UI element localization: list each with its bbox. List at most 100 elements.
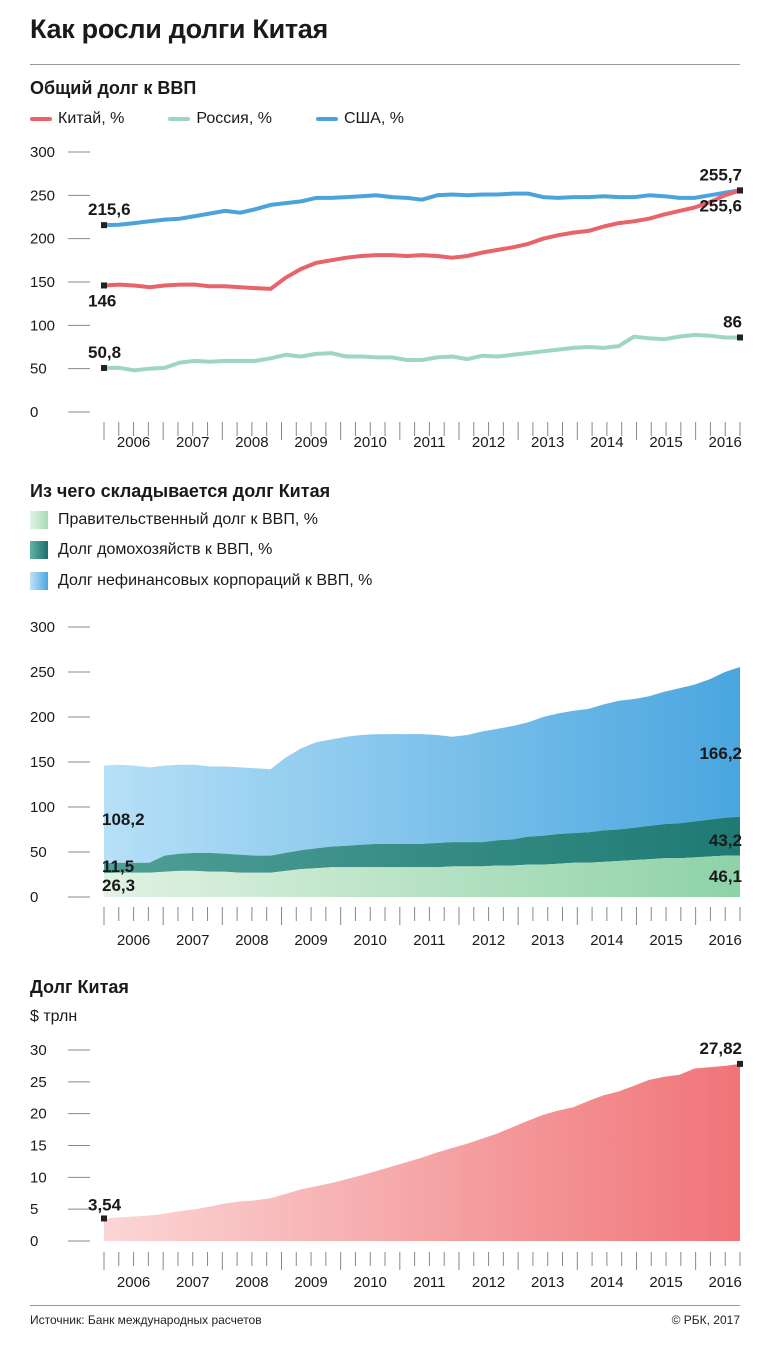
x-tick-label: 2007 [176,1274,209,1291]
y-tick-label: 150 [30,274,55,291]
legend-label-russia: Россия, % [196,110,272,127]
data-label: 108,2 [102,810,145,829]
legend-label-government: Правительственный долг к ВВП, % [58,511,318,528]
y-tick-label: 200 [30,231,55,248]
y-tick-label: 0 [30,404,38,421]
series-line [102,188,742,291]
y-tick-label: 300 [30,619,55,636]
x-tick-label: 2008 [235,1274,268,1291]
y-tick-label: 0 [30,1233,38,1250]
y-tick-label: 10 [30,1169,47,1186]
x-tick-label: 2011 [413,932,445,949]
title-divider [30,64,740,65]
data-label: 26,3 [102,876,135,895]
x-tick-label: 2011 [413,434,445,451]
x-tick-label: 2015 [649,434,682,451]
y-tick-label: 250 [30,664,55,681]
legend-line-russia [168,117,191,121]
legend-label-corporations: Долг нефинансовых корпораций к ВВП, % [58,572,373,589]
legend-swatch-government [30,511,48,529]
x-tick-label: 2015 [649,932,682,949]
legend-label-households: Долг домохозяйств к ВВП, % [58,541,273,558]
x-tick-label: 2012 [472,1274,505,1291]
data-point-marker [101,364,107,371]
x-tick-label: 2008 [235,932,268,949]
y-tick-label: 250 [30,187,55,204]
y-tick-label: 30 [30,1042,47,1059]
y-tick-label: 200 [30,709,55,726]
x-tick-label: 2016 [709,434,742,451]
area-layer [104,667,740,863]
y-tick-label: 20 [30,1106,47,1123]
legend-swatch-households [30,541,48,559]
legend-item-china: Китай, % [30,110,124,128]
y-tick-label: 15 [30,1138,47,1155]
chart2-legend-households: Долг домохозяйств к ВВП, % [30,541,272,559]
x-tick-label: 2013 [531,434,564,451]
x-tick-label: 2010 [354,932,387,949]
y-tick-label: 150 [30,754,55,771]
x-tick-label: 2009 [294,434,327,451]
data-label: 215,6 [88,200,131,219]
data-label: 11,5 [102,857,134,876]
area-layer [104,816,740,874]
data-label: 255,6 [699,196,742,215]
data-label: 27,82 [699,1039,742,1058]
chart3-heading: Долг Китая [30,977,129,997]
footer-copyright: © РБК, 2017 [671,1313,740,1327]
data-label: 166,2 [699,744,742,763]
area-layer [104,1063,740,1241]
footer-source: Источник: Банк международных расчетов [30,1313,262,1327]
chart2-heading: Из чего складывается долг Китая [30,481,331,501]
data-label: 255,7 [699,165,742,184]
chart2-legend-corporations: Долг нефинансовых корпораций к ВВП, % [30,572,372,590]
x-tick-label: 2010 [354,1274,387,1291]
data-label: 146 [88,291,116,310]
x-tick-label: 2006 [117,932,150,949]
data-point-marker [737,1060,743,1067]
legend-item-russia: Россия, % [168,110,272,128]
x-tick-label: 2012 [472,932,505,949]
data-point-marker [101,1215,107,1222]
legend-swatch-corporations [30,572,48,590]
y-tick-label: 25 [30,1074,47,1091]
legend-label-usa: США, % [343,110,404,127]
footer-divider [30,1305,740,1306]
x-tick-label: 2016 [709,932,742,949]
y-tick-label: 300 [30,144,55,161]
x-tick-label: 2010 [354,434,387,451]
data-label: 50,8 [88,343,121,362]
data-point-marker [101,282,107,289]
data-label: 3,54 [88,1195,122,1214]
x-tick-label: 2013 [531,932,564,949]
data-label: 86 [723,312,742,331]
x-tick-label: 2014 [590,1274,623,1291]
chart3-unit: $ трлн [30,1008,78,1025]
y-tick-label: 5 [30,1201,38,1218]
legend-line-china [30,117,52,121]
y-tick-label: 50 [30,844,47,861]
area-layer [104,855,740,897]
legend-line-usa [315,117,338,121]
series-line [102,332,742,373]
y-tick-label: 100 [30,317,55,334]
x-tick-label: 2008 [235,434,268,451]
x-tick-label: 2015 [649,1274,682,1291]
data-label: 43,2 [709,831,742,850]
chart1-legend: Китай, % Россия, % США, % [30,110,448,128]
x-tick-label: 2016 [709,1274,742,1291]
x-tick-label: 2007 [176,434,209,451]
x-tick-label: 2014 [590,434,623,451]
x-tick-label: 2013 [531,1274,564,1291]
series-line [102,188,742,228]
x-tick-label: 2006 [117,1274,150,1291]
y-tick-label: 0 [30,889,38,906]
data-point-marker [737,334,743,341]
x-tick-label: 2014 [590,932,623,949]
legend-item-usa: США, % [315,110,404,128]
data-point-marker [101,222,107,229]
chart1-heading: Общий долг к ВВП [30,78,197,98]
